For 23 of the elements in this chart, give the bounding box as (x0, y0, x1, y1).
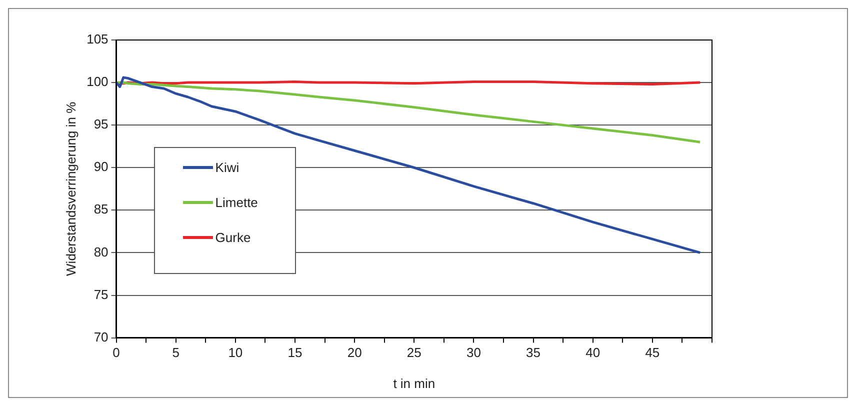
y-tick-label: 75 (94, 286, 108, 302)
legend-label: Kiwi (215, 160, 240, 176)
x-tick-label: 25 (406, 345, 422, 360)
x-tick-label: 40 (586, 345, 600, 360)
legend-label: Gurke (215, 230, 251, 246)
x-tick-label: 10 (228, 345, 243, 360)
x-tick-label: 5 (172, 345, 180, 360)
x-tick-label: 30 (466, 345, 481, 360)
y-tick-label: 95 (94, 116, 108, 132)
y-tick-label: 70 (94, 329, 108, 344)
x-tick-label: 20 (347, 345, 362, 360)
y-tick-label: 100 (86, 74, 108, 90)
x-axis-title: t in min (393, 376, 436, 391)
y-tick-label: 80 (94, 244, 108, 260)
x-tick-label: 15 (288, 345, 302, 360)
x-tick-label: 45 (645, 345, 660, 360)
legend-label: Limette (215, 195, 258, 210)
x-tick-label: 35 (526, 345, 541, 360)
y-tick-label: 85 (94, 202, 108, 217)
x-tick-label: 0 (112, 345, 120, 360)
y-tick-label: 90 (94, 159, 108, 174)
y-tick-label: 105 (86, 32, 108, 47)
y-axis-title: Widerstandsverringerung in % (63, 101, 78, 276)
